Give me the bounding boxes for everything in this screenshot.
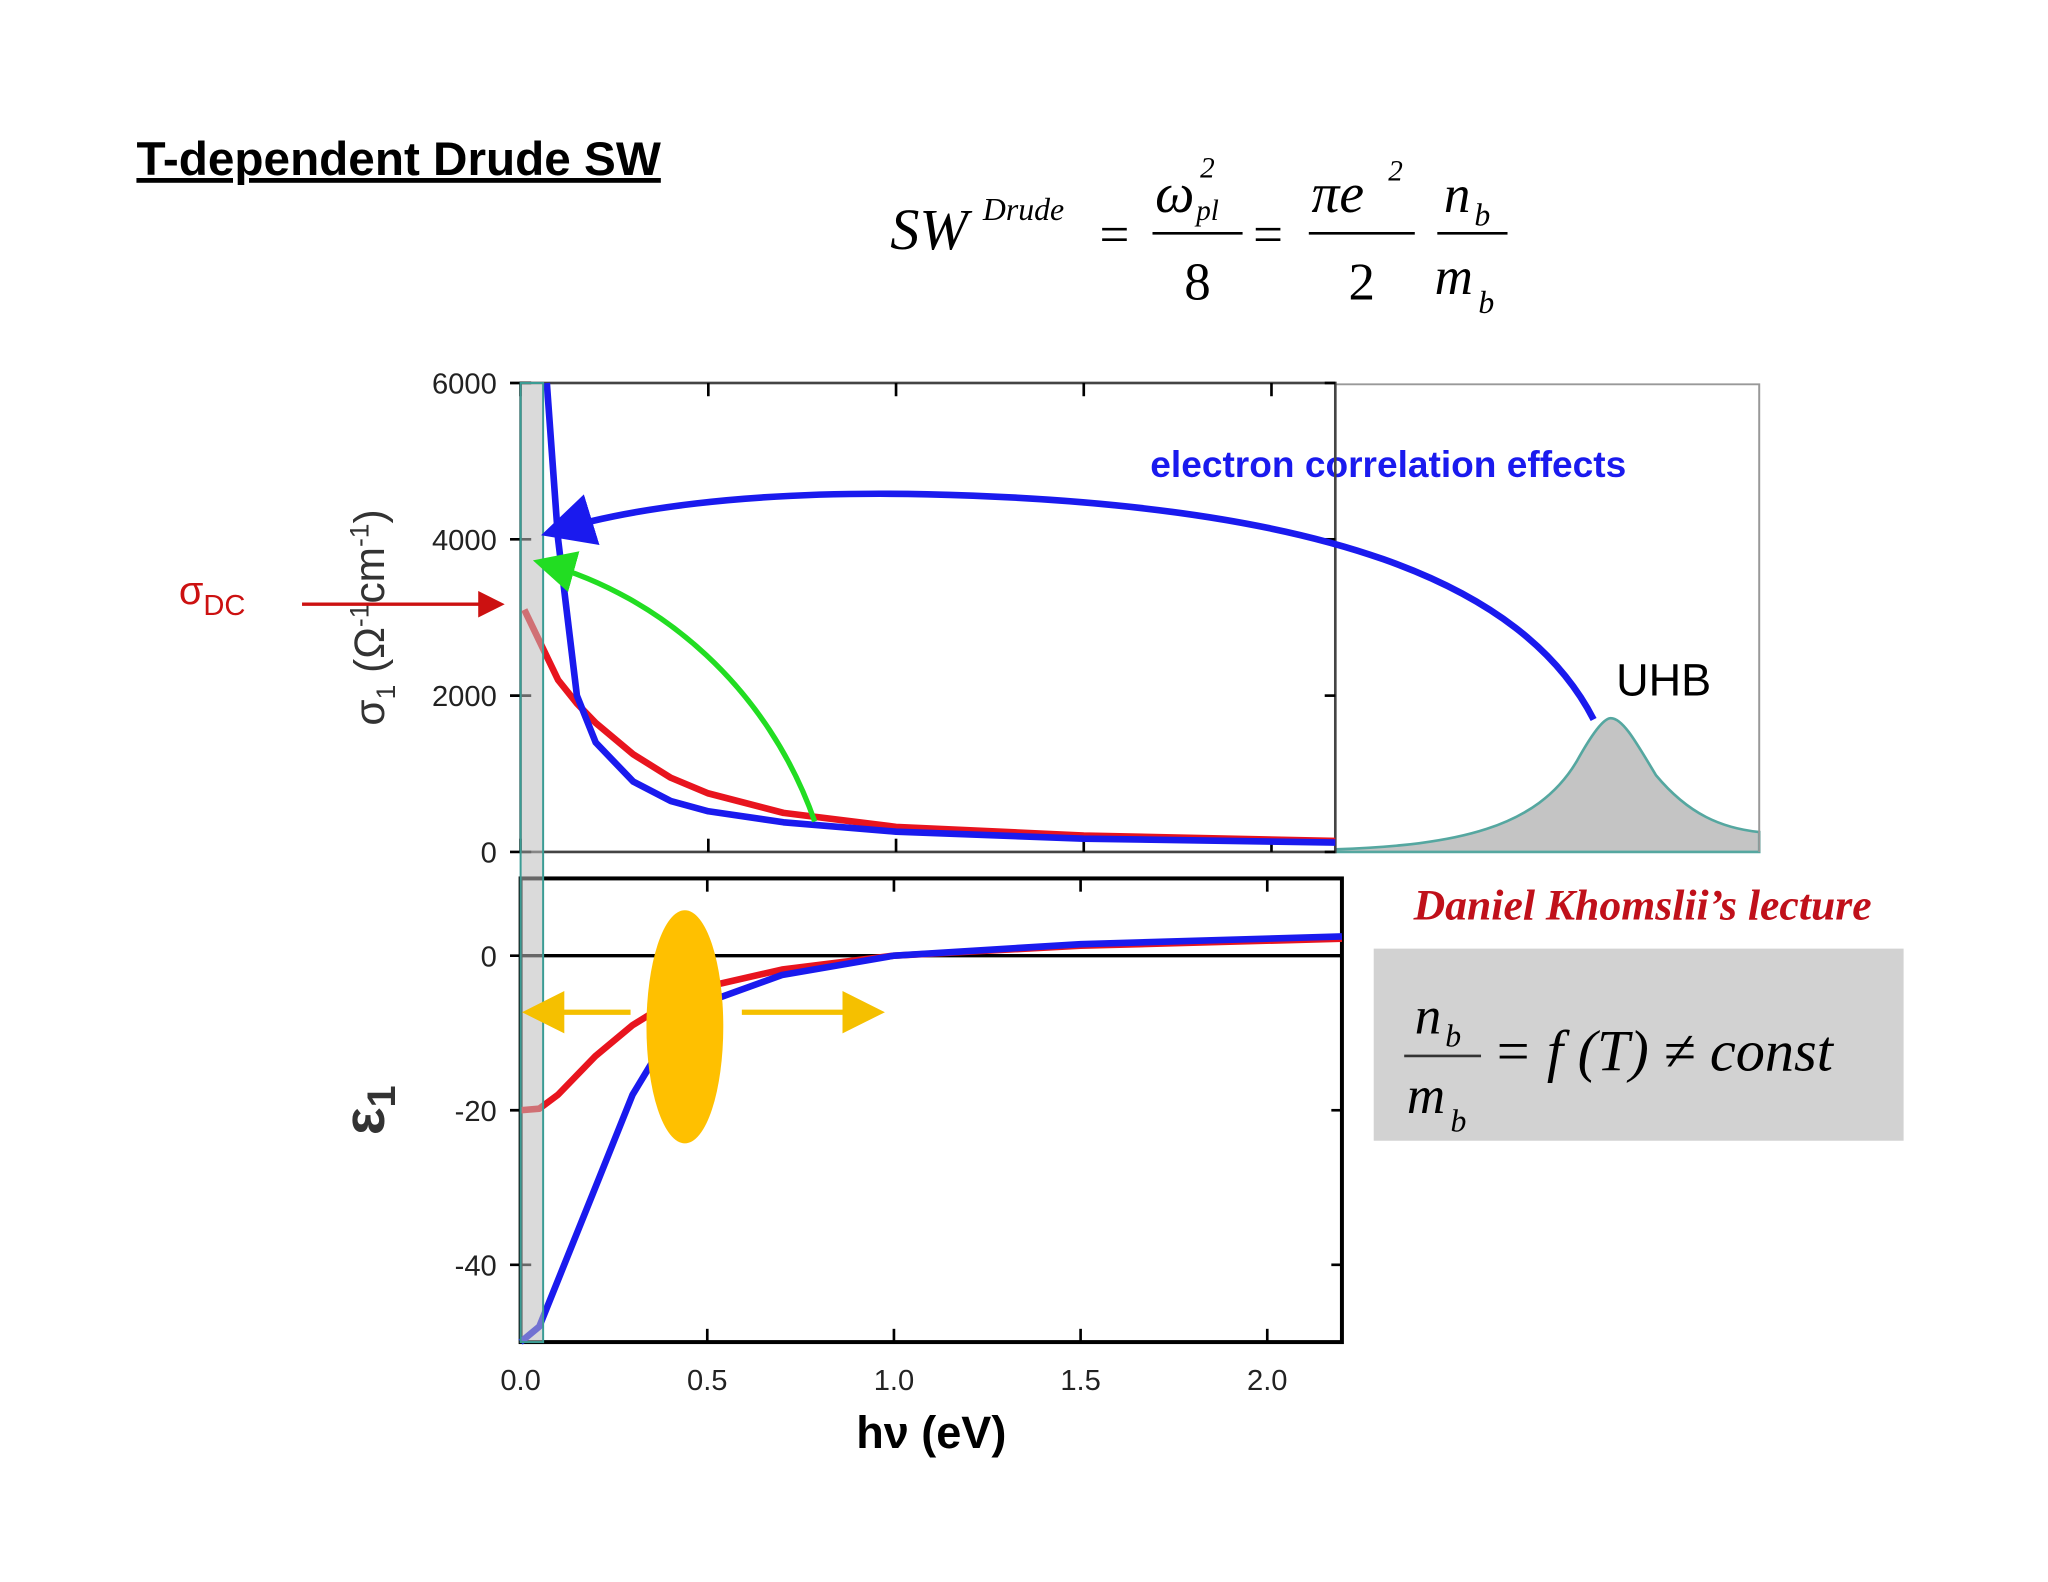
formula-text: m [1407,1067,1445,1125]
formula-text: = f (T) ≠ const [1493,1019,1835,1084]
annotation-text: DC [203,590,245,622]
y-tick-label: -20 [455,1096,497,1128]
formula-text: SW [890,197,972,262]
series-line [521,608,1336,845]
slide-title: T-dependent Drude SW [136,133,660,186]
formula-text: = [1253,206,1283,264]
y-axis-label-part: (Ω [346,627,393,685]
series-line [543,382,1336,846]
formula-text: 2 [1349,254,1375,312]
inset-frame [1335,383,1761,852]
x-axis-label: hν (eV) [856,1407,1006,1458]
weight-arrow [532,551,818,823]
y-axis-label-part: -1 [344,523,374,547]
y-tick-label: 4000 [432,525,497,557]
y-axis-label: ε1 [332,1085,404,1135]
correlation-arrow [541,490,1597,721]
y-tick-label: -40 [455,1250,497,1282]
x-tick-label: 0.0 [500,1365,541,1397]
y-axis-label-part: 1 [371,685,401,700]
formula-text: m [1435,248,1473,306]
series-line [520,935,1343,1114]
y-tick-label: 2000 [432,681,497,713]
y-axis-label-part: σ [346,699,393,725]
formula-text: b [1445,1019,1461,1054]
credit: Daniel Khomslii’s lecture [1413,881,1872,929]
y-tick-label: 0 [481,838,497,870]
annotation: σDC [179,569,246,622]
y-axis-label-part: 1 [360,1085,404,1107]
shift-marker [646,910,724,1144]
formula-text: pl [1194,195,1219,227]
formula-text: Drude [982,192,1064,227]
x-tick-label: 1.0 [874,1365,915,1397]
formula-text: 2 [1200,153,1215,185]
formula-text: = [1100,206,1130,264]
y-tick-label: 6000 [432,369,497,401]
annotation-text: σ [179,569,204,613]
formula-text: n [1444,166,1470,224]
formula-text: n [1415,987,1441,1045]
y-axis-label-part: -1 [344,604,374,628]
formula-text: b [1474,197,1490,232]
formula-text: 8 [1184,254,1210,312]
y-axis-label-part: ε [332,1107,397,1135]
y-axis-label: σ1 (Ω-1cm-1) [344,509,400,725]
formula-box [1373,948,1904,1141]
formula-text: ω [1155,163,1194,225]
series-line [518,933,1343,1345]
uhb-peak [1333,716,1761,854]
x-tick-label: 0.5 [687,1365,728,1397]
formula-text: 2 [1388,155,1403,187]
y-tick-label: 0 [481,941,497,973]
plot-frame [518,876,1344,1345]
formula-text: b [1478,285,1494,320]
annotation: UHB [1616,655,1711,706]
ratio-formula: n b m b = f (T) ≠ const [1404,987,1835,1138]
y-axis-label-part: cm [346,547,393,604]
x-tick-label: 2.0 [1247,1365,1288,1397]
annotation: electron correlation effects [1150,443,1626,485]
drude-strip [519,381,545,1344]
x-tick-label: 1.5 [1060,1365,1101,1397]
drude-formula: SW Drude = ω 2 pl 8 = πe 2 2 n b m b [890,153,1508,320]
formula-text: b [1451,1103,1467,1138]
y-axis-label-part: ) [346,509,393,523]
formula-text: πe [1311,163,1364,225]
